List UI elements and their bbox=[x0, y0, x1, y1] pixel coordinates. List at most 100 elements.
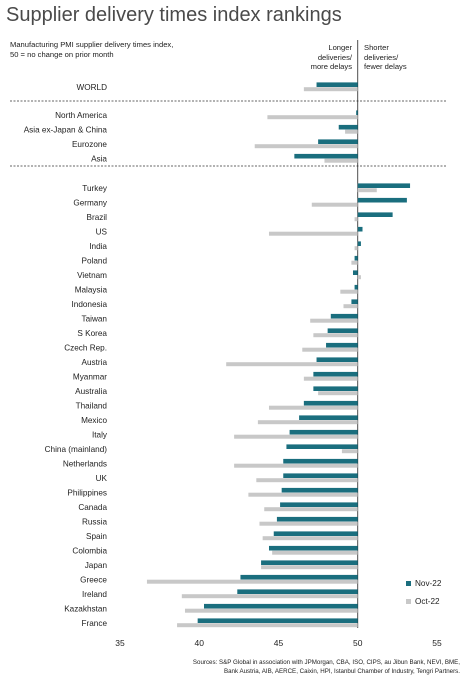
bar-oct-22 bbox=[254, 144, 358, 149]
bar-oct-22 bbox=[313, 333, 358, 338]
chart-subtitle: Manufacturing PMI supplier delivery time… bbox=[10, 40, 174, 59]
category-label: UK bbox=[96, 474, 108, 483]
bar-oct-22 bbox=[354, 246, 358, 251]
category-label: Mexico bbox=[81, 416, 107, 425]
bar-oct-22 bbox=[302, 347, 358, 352]
bar-oct-22 bbox=[345, 129, 358, 134]
bar-oct-22 bbox=[357, 275, 361, 280]
bar-nov-22 bbox=[356, 110, 358, 115]
bar-nov-22 bbox=[326, 342, 358, 348]
bar-oct-22 bbox=[264, 507, 358, 512]
bar-nov-22 bbox=[330, 313, 358, 319]
bar-nov-22 bbox=[237, 589, 358, 594]
bar-nov-22 bbox=[240, 574, 358, 580]
category-label: China (mainland) bbox=[45, 445, 108, 454]
category-label: Spain bbox=[86, 532, 107, 541]
bar-nov-22 bbox=[261, 560, 358, 565]
category-label: Turkey bbox=[82, 184, 108, 193]
bar-oct-22 bbox=[268, 405, 358, 410]
category-label: Kazakhstan bbox=[64, 604, 107, 613]
bar-oct-22 bbox=[177, 623, 358, 628]
bar-nov-22 bbox=[283, 458, 358, 464]
bar-nov-22 bbox=[273, 531, 358, 536]
x-tick-label: 50 bbox=[353, 638, 363, 648]
sources-note: Sources: S&P Global in association with … bbox=[192, 659, 460, 675]
category-label: Philippines bbox=[67, 488, 107, 497]
bar-oct-22 bbox=[146, 579, 358, 584]
bar-nov-22 bbox=[357, 212, 393, 217]
bar-oct-22 bbox=[303, 376, 358, 381]
longer-deliveries-note: Longer deliveries/ more delays bbox=[310, 43, 352, 71]
bar-nov-22 bbox=[357, 197, 407, 203]
bar-oct-22 bbox=[234, 463, 358, 468]
category-label: WORLD bbox=[77, 83, 108, 92]
bar-nov-22 bbox=[354, 284, 358, 290]
bar-nov-22 bbox=[197, 618, 358, 623]
bar-oct-22 bbox=[340, 289, 358, 294]
category-label: Czech Rep. bbox=[64, 343, 107, 352]
category-label: Eurozone bbox=[72, 140, 107, 149]
chart-title: Supplier delivery times index rankings bbox=[6, 4, 342, 26]
category-label: Ireland bbox=[82, 590, 107, 599]
category-label: Japan bbox=[85, 561, 108, 570]
category-label: Asia bbox=[91, 154, 107, 163]
bar-nov-22 bbox=[204, 603, 358, 609]
category-label: Indonesia bbox=[71, 300, 107, 309]
bar-oct-22 bbox=[257, 420, 358, 425]
category-label: S Korea bbox=[77, 329, 107, 338]
bar-nov-22 bbox=[338, 124, 358, 130]
bar-oct-22 bbox=[343, 304, 358, 309]
bar-oct-22 bbox=[310, 318, 358, 323]
category-label: Thailand bbox=[76, 401, 108, 410]
bar-oct-22 bbox=[318, 391, 358, 396]
category-label: US bbox=[96, 227, 108, 236]
bar-nov-22 bbox=[294, 153, 358, 159]
category-label: Netherlands bbox=[63, 459, 107, 468]
category-label: Vietnam bbox=[77, 271, 107, 280]
bar-nov-22 bbox=[286, 444, 358, 449]
bar-oct-22 bbox=[248, 492, 358, 497]
category-label: Greece bbox=[80, 575, 107, 584]
bar-nov-22 bbox=[281, 487, 358, 493]
category-label: France bbox=[82, 619, 108, 628]
bar-nov-22 bbox=[313, 386, 358, 391]
bar-oct-22 bbox=[234, 434, 358, 439]
bar-nov-22 bbox=[318, 139, 358, 144]
x-tick-label: 45 bbox=[274, 638, 284, 648]
legend-swatch-nov-22 bbox=[406, 581, 411, 586]
bar-oct-22 bbox=[256, 478, 358, 483]
bar-nov-22 bbox=[280, 502, 358, 507]
bar-nov-22 bbox=[354, 255, 358, 261]
bar-nov-22 bbox=[357, 226, 363, 232]
bar-oct-22 bbox=[272, 550, 358, 555]
x-tick-label: 55 bbox=[432, 638, 442, 648]
bar-oct-22 bbox=[184, 608, 358, 613]
category-label: Poland bbox=[82, 256, 108, 265]
bar-oct-22 bbox=[354, 217, 358, 222]
category-label: Austria bbox=[82, 358, 108, 367]
category-label: Germany bbox=[73, 198, 108, 207]
category-label: India bbox=[89, 242, 107, 251]
legend-swatch-oct-22 bbox=[406, 599, 411, 604]
bar-oct-22 bbox=[351, 260, 358, 265]
bar-nov-22 bbox=[303, 400, 358, 406]
bar-nov-22 bbox=[352, 270, 358, 275]
category-label: Asia ex-Japan & China bbox=[24, 125, 108, 134]
bar-nov-22 bbox=[289, 429, 358, 435]
bar-nov-22 bbox=[327, 328, 358, 333]
bar-nov-22 bbox=[283, 473, 358, 478]
category-label: Australia bbox=[75, 387, 107, 396]
category-label: Canada bbox=[78, 503, 107, 512]
category-label: Taiwan bbox=[82, 314, 108, 323]
category-label: Brazil bbox=[87, 213, 108, 222]
bar-oct-22 bbox=[267, 115, 358, 120]
bar-oct-22 bbox=[311, 202, 358, 207]
category-label: Russia bbox=[82, 517, 107, 526]
bar-oct-22 bbox=[262, 536, 358, 541]
bar-oct-22 bbox=[357, 188, 377, 193]
bar-oct-22 bbox=[226, 362, 358, 367]
bar-nov-22 bbox=[268, 545, 358, 551]
bar-oct-22 bbox=[303, 87, 358, 92]
bar-oct-22 bbox=[261, 565, 358, 570]
